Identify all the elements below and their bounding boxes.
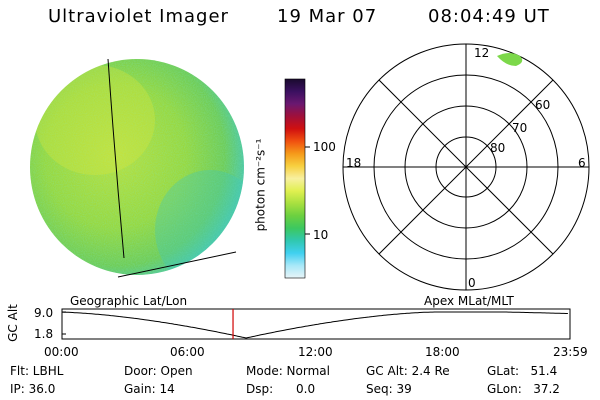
colorbar-tick-100: 100 — [313, 140, 336, 154]
dsp-value: Dsp: 0.0 — [246, 382, 316, 396]
y-tick-1-8: 1.8 — [34, 327, 54, 341]
x-tick-1200: 12:00 — [298, 345, 333, 359]
date-label: 19 Mar 07 — [277, 6, 378, 27]
seq-value: Seq: 39 — [366, 382, 412, 396]
polar-plot — [342, 43, 590, 291]
colorbar — [284, 78, 310, 279]
geographic-label: Geographic Lat/Lon — [70, 294, 188, 308]
mlat-label-70: 70 — [512, 121, 528, 135]
instrument-title: Ultraviolet Imager — [48, 6, 229, 27]
mlt-label-12: 12 — [474, 46, 490, 60]
apex-label: Apex MLat/MLT — [424, 294, 514, 308]
latitude-line — [117, 251, 237, 278]
aurora-patch — [497, 53, 523, 66]
mlt-label-18: 18 — [346, 156, 362, 170]
altitude-curve — [61, 311, 568, 339]
filter-value: Flt: LBHL — [10, 364, 64, 378]
x-tick-0600: 06:00 — [170, 345, 205, 359]
glat-value: GLat: 51.4 — [487, 364, 558, 378]
x-tick-1800: 18:00 — [425, 345, 460, 359]
mlt-label-6: 6 — [578, 156, 586, 170]
mlt-label-0: 0 — [468, 276, 476, 290]
ip-value: IP: 36.0 — [10, 382, 56, 396]
colorbar-unit-label: photon cm⁻²s⁻¹ — [253, 138, 268, 232]
time-label: 08:04:49 UT — [428, 6, 550, 27]
glon-value: GLon: 37.2 — [487, 382, 560, 396]
mode-value: Mode: Normal — [246, 364, 330, 378]
timeline-plot — [61, 308, 571, 340]
mlat-label-60: 60 — [535, 98, 551, 112]
uv-image — [30, 58, 244, 278]
gc-alt-axis-label: GC Alt — [5, 304, 20, 342]
meridian-line — [107, 58, 125, 259]
y-tick-9: 9.0 — [34, 306, 54, 320]
x-tick-2359: 23:59 — [553, 345, 588, 359]
x-tick-0000: 00:00 — [44, 345, 79, 359]
gain-value: Gain: 14 — [124, 382, 175, 396]
mlat-label-80: 80 — [490, 141, 506, 155]
gc-alt-value: GC Alt: 2.4 Re — [366, 364, 450, 378]
door-value: Door: Open — [124, 364, 193, 378]
colorbar-tick-10: 10 — [313, 228, 329, 242]
